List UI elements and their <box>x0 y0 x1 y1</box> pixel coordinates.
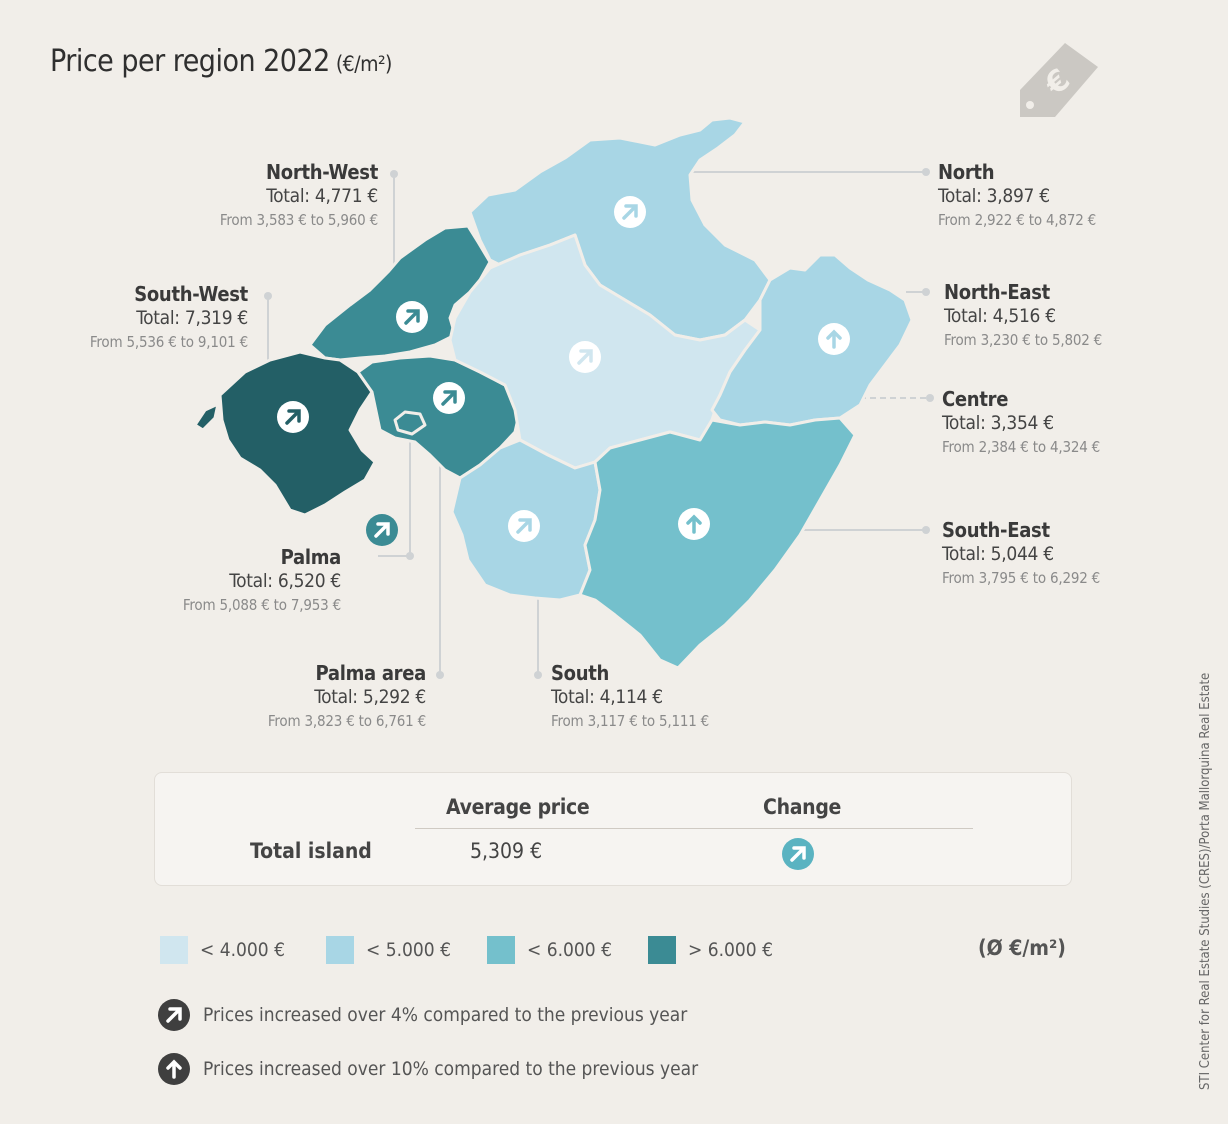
label-north-east: North-East Total: 4,516 € From 3,230 € t… <box>944 280 1103 349</box>
region-north-east <box>710 253 914 427</box>
legend-swatch <box>160 936 188 964</box>
legend-arrow-up: Prices increased over 10% compared to th… <box>157 1052 698 1086</box>
label-north: North Total: 3,897 € From 2,922 € to 4,8… <box>938 160 1097 229</box>
change-header: Change <box>763 795 842 819</box>
arrow-palma <box>366 514 398 546</box>
region-south-east <box>578 416 857 670</box>
legend-swatch <box>648 936 676 964</box>
label-centre: Centre Total: 3,354 € From 2,384 € to 4,… <box>942 387 1101 456</box>
header-divider <box>415 828 973 829</box>
legend-bin-1: < 4.000 € <box>160 935 285 965</box>
arrow-north-west <box>396 301 428 333</box>
arrow-palma-area <box>433 382 465 414</box>
arrow-diagonal-icon <box>158 999 190 1031</box>
change-arrow-icon <box>782 838 814 870</box>
legend-bin-4: > 6.000 € <box>648 935 773 965</box>
average-price-header: Average price <box>446 795 590 819</box>
euro-price-tag-icon: € <box>1020 43 1098 117</box>
total-island-average: 5,309 € <box>470 839 543 863</box>
legend-swatch <box>487 936 515 964</box>
arrow-south-west <box>277 401 309 433</box>
label-palma-area: Palma area Total: 5,292 € From 3,823 € t… <box>267 661 426 730</box>
label-north-west: North-West Total: 4,771 € From 3,583 € t… <box>219 160 378 229</box>
region-palma <box>393 410 427 436</box>
island-dragonera <box>193 402 220 432</box>
total-island-summary: Average price Change Total island 5,309 … <box>154 772 1072 886</box>
arrow-up-icon <box>158 1053 190 1085</box>
arrow-up-south-east <box>678 508 710 540</box>
source-credit: STI Center for Real Estate Studies (CRES… <box>1198 672 1213 1090</box>
label-south-west: South-West Total: 7,319 € From 5,536 € t… <box>89 282 248 351</box>
arrow-centre <box>569 341 601 373</box>
label-south: South Total: 4,114 € From 3,117 € to 5,1… <box>551 661 710 730</box>
label-palma: Palma Total: 6,520 € From 5,088 € to 7,9… <box>182 545 341 614</box>
page-title: Price per region 2022 (€/m²) <box>50 44 392 79</box>
label-south-east: South-East Total: 5,044 € From 3,795 € t… <box>942 518 1101 587</box>
total-island-label: Total island <box>250 839 372 863</box>
legend-swatch <box>326 936 354 964</box>
arrow-up-north-east <box>818 323 850 355</box>
arrow-north <box>614 196 646 228</box>
region-south-west <box>218 350 377 517</box>
legend-bin-2: < 5.000 € <box>326 935 451 965</box>
legend-unit: (Ø €/m²) <box>978 936 1066 960</box>
legend-arrow-diagonal: Prices increased over 4% compared to the… <box>157 998 687 1032</box>
arrow-south <box>508 510 540 542</box>
legend-bin-3: < 6.000 € <box>487 935 612 965</box>
